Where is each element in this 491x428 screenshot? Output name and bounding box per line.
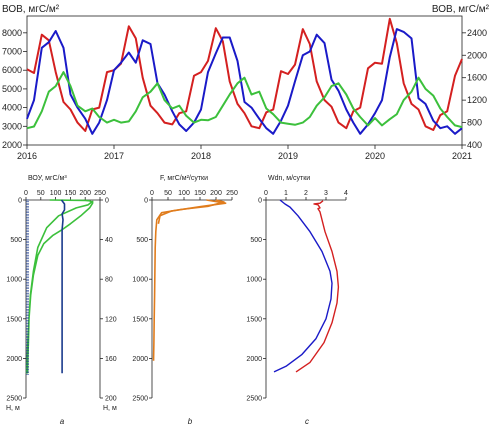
panel-a-y2-tick-label-3: 120 xyxy=(105,316,117,323)
top-left-tick-label-3: 5000 xyxy=(2,84,22,94)
top-right-tick-label-4: 2000 xyxy=(467,50,487,60)
panel-c-x-tick-label-4: 4 xyxy=(344,190,348,197)
panel-a-ylabel: Н, м xyxy=(6,405,20,412)
panel-c-y-tick-label-1: 500 xyxy=(250,237,262,244)
panel-b-y-tick-label-5: 2500 xyxy=(132,396,148,403)
top-x-tick-label-2: 2018 xyxy=(191,151,211,161)
top-chart-layer: 2016 2017 2018 2019 2020 2021 2000 3000 4000 5000… xyxy=(2,17,487,161)
panel-c-x-tick-label-0: 0 xyxy=(264,190,268,197)
panel-c-letter: c xyxy=(305,417,309,426)
panel-b-x-tick-label-4: 200 xyxy=(210,190,222,197)
top-left-tick-label-5: 7000 xyxy=(2,47,22,57)
panel-b-x-tick-label-0: 0 xyxy=(150,190,154,197)
top-right-axis-label: ВОВ, мгС/м² xyxy=(432,4,490,15)
panel-c-y-tick-label-2: 1000 xyxy=(246,277,262,284)
panel-a-series-0-line xyxy=(25,199,94,374)
panel-c-y-tick-label-5: 2500 xyxy=(246,396,262,403)
panel-b-x-tick-label-5: 250 xyxy=(226,190,238,197)
panel-a-layer: 0 50 100 150 200 2500500100015002000250004080… xyxy=(6,190,116,403)
top-series-2-line xyxy=(26,71,463,130)
panel-a-y-tick-label-3: 1500 xyxy=(6,316,22,323)
panel-b-x-tick-label-3: 150 xyxy=(194,190,206,197)
panel-c-y-tick-label-3: 1500 xyxy=(246,316,262,323)
top-right-tick-label-0: 400 xyxy=(467,140,482,150)
panel-a-letter: a xyxy=(60,417,65,426)
panel-b-x-tick-label-1: 50 xyxy=(164,190,172,197)
panel-c-y-tick-label-4: 2000 xyxy=(246,356,262,363)
top-series-1-line xyxy=(26,28,463,135)
panel-b-letter: b xyxy=(188,417,193,426)
panel-a-top-label: ВОУ, мгС/м³ xyxy=(28,175,67,182)
panel-b-y-tick-label-4: 2000 xyxy=(132,356,148,363)
top-x-tick-label-5: 2021 xyxy=(452,151,472,161)
panel-b-y-tick-label-0: 0 xyxy=(144,198,148,205)
panel-a-y2-tick-label-1: 40 xyxy=(105,237,113,244)
panel-a-y2-tick-label-5: 200 xyxy=(105,396,117,403)
panel-c-top-label: Wdn, м/сутки xyxy=(268,175,310,182)
panel-a-y2-tick-label-4: 160 xyxy=(105,356,117,363)
panel-c-x-tick-label-2: 2 xyxy=(304,190,308,197)
panel-a-y-tick-label-1: 500 xyxy=(10,237,22,244)
top-x-tick-label-1: 2017 xyxy=(104,151,124,161)
panel-c-series-1-line xyxy=(273,199,333,373)
panel-b-top-label: F, мгС/м²/сутки xyxy=(160,175,208,182)
panel-a-x-tick-label-2: 100 xyxy=(50,190,62,197)
top-left-tick-label-6: 8000 xyxy=(2,28,22,38)
panel-b-x-tick-label-2: 100 xyxy=(178,190,190,197)
panel-b-y-tick-label-3: 1500 xyxy=(132,316,148,323)
top-right-tick-label-3: 1600 xyxy=(467,73,487,83)
top-x-tick-label-3: 2019 xyxy=(278,151,298,161)
top-left-tick-label-1: 3000 xyxy=(2,121,22,131)
top-left-tick-label-0: 2000 xyxy=(2,140,22,150)
panel-a-y2-tick-label-2: 80 xyxy=(105,277,113,284)
top-plot-frame xyxy=(26,15,463,146)
top-right-tick-label-5: 2400 xyxy=(467,28,487,38)
panel-b-y-tick-label-1: 500 xyxy=(136,237,148,244)
panel-c-x-tick-label-3: 3 xyxy=(324,190,328,197)
panel-c-series-0-line xyxy=(295,200,340,373)
panel-a-y-tick-label-0: 0 xyxy=(18,198,22,205)
panel-a-y2label: Н, м xyxy=(103,405,117,412)
top-right-tick-label-2: 1200 xyxy=(467,95,487,105)
top-x-tick-label-0: 2016 xyxy=(17,151,37,161)
top-x-tick-label-4: 2020 xyxy=(365,151,385,161)
panel-a-y-tick-label-4: 2000 xyxy=(6,356,22,363)
panel-a-x-tick-label-0: 0 xyxy=(24,190,28,197)
panel-c-y-tick-label-0: 0 xyxy=(258,198,262,205)
panel-a-series-1-line xyxy=(60,199,66,374)
panel-a-y-tick-label-5: 2500 xyxy=(6,396,22,403)
panel-a-x-tick-label-3: 150 xyxy=(65,190,77,197)
panel-b-series-1-line xyxy=(157,199,227,224)
top-series-0-line xyxy=(26,17,463,132)
panel-a-x-tick-label-5: 250 xyxy=(94,190,106,197)
panel-c-x-tick-label-1: 1 xyxy=(284,190,288,197)
top-left-axis-label: ВОВ, мгС/м² xyxy=(2,4,60,15)
panel-a-y-tick-label-2: 1000 xyxy=(6,277,22,284)
panel-b-series-0-line xyxy=(152,199,225,361)
panel-a-y2-tick-label-0: 0 xyxy=(105,198,109,205)
panel-a-x-tick-label-1: 50 xyxy=(37,190,45,197)
panel-c-layer: 0 1 2 3 4 0 500 1000 1500 2000 2500 xyxy=(246,190,348,403)
top-left-tick-label-2: 4000 xyxy=(2,103,22,113)
panel-b-y-tick-label-2: 1000 xyxy=(132,277,148,284)
top-left-tick-label-4: 6000 xyxy=(2,65,22,75)
panel-a-x-tick-label-4: 200 xyxy=(79,190,91,197)
top-right-tick-label-1: 800 xyxy=(467,118,482,128)
